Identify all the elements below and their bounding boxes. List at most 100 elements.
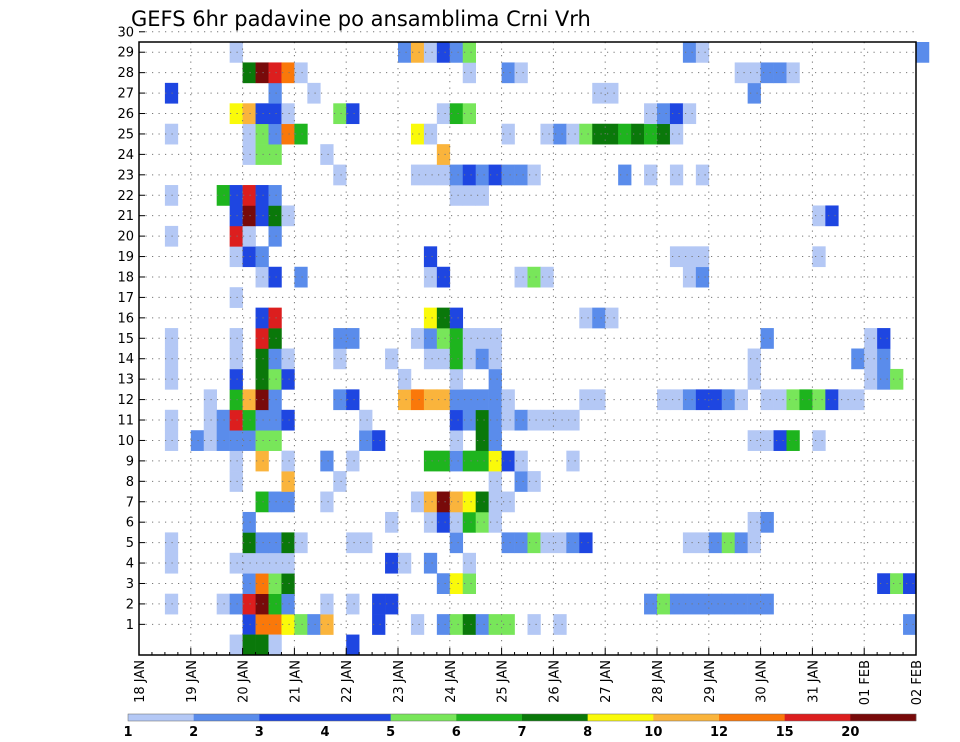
legend-swatch: [784, 714, 851, 721]
heatmap-cell: [540, 532, 554, 554]
heatmap-cell: [734, 389, 748, 411]
heatmap-cell: [268, 593, 282, 615]
heatmap-cell: [436, 348, 451, 370]
heatmap-cell: [436, 144, 451, 165]
y-tick-label: 30: [117, 25, 134, 40]
heatmap-cell: [229, 287, 243, 308]
heatmap-cell: [449, 103, 464, 125]
x-axis: 18 JAN 19 JAN 20 JAN 21 JAN 22 JAN 23 JAN 24 J…: [133, 648, 925, 705]
x-tick-label: 20 JAN: [237, 660, 252, 703]
heatmap-cell: [449, 573, 464, 594]
heatmap-cell: [669, 389, 684, 411]
heatmap-cell: [268, 82, 282, 104]
heatmap-cell: [462, 348, 476, 370]
x-tick-label: 31 JAN: [806, 660, 821, 703]
heatmap-cell: [864, 348, 878, 370]
heatmap-cell: [579, 532, 593, 554]
heatmap-cell: [462, 491, 476, 513]
heatmap-cell: [423, 389, 438, 411]
heatmap-cell: [695, 42, 710, 63]
heatmap-cell: [488, 389, 502, 411]
heatmap-cell: [229, 634, 243, 656]
heatmap-cell: [281, 450, 295, 472]
heatmap-cell: [747, 82, 761, 104]
heatmap-cell: [514, 266, 528, 288]
heatmap-cell: [682, 389, 697, 411]
heatmap-cell: [268, 430, 282, 451]
heatmap-cell: [877, 328, 891, 349]
heatmap-cell: [501, 389, 515, 411]
heatmap-cell: [760, 62, 774, 84]
legend-swatch: [587, 714, 654, 721]
legend-swatch: [456, 714, 523, 721]
heatmap-cell: [462, 552, 476, 574]
heatmap-cell: [436, 164, 451, 186]
heatmap-cell: [333, 103, 347, 125]
heatmap-cell: [747, 511, 761, 533]
heatmap-cell: [475, 389, 489, 411]
heatmap-cell: [268, 205, 282, 227]
heatmap-cell: [242, 552, 256, 574]
heatmap-cell: [320, 614, 334, 635]
heatmap-cell: [618, 164, 632, 186]
heatmap-cell: [644, 593, 658, 615]
heatmap-cell: [540, 266, 554, 288]
heatmap-cell: [203, 409, 217, 431]
heatmap-cell: [268, 491, 282, 513]
heatmap-cell: [255, 348, 269, 370]
heatmap-cell: [812, 205, 826, 227]
heatmap-cell: [695, 593, 710, 615]
legend-label: 8: [583, 725, 592, 740]
heatmap-cell: [359, 430, 373, 451]
heatmap-cell: [268, 307, 282, 329]
heatmap-cell: [669, 164, 684, 186]
heatmap-cell: [346, 389, 360, 411]
heatmap-cell: [786, 430, 800, 451]
heatmap-cell: [864, 328, 878, 349]
heatmap-cell: [320, 144, 334, 165]
heatmap-cell: [488, 328, 502, 349]
heatmap-cell: [255, 409, 269, 431]
heatmap-cell: [229, 103, 243, 125]
heatmap-cell: [786, 62, 800, 84]
heatmap-cell: [255, 368, 269, 390]
heatmap-cell: [436, 614, 451, 635]
heatmap-cell: [436, 389, 451, 411]
heatmap-cell: [229, 246, 243, 268]
heatmap-cell: [462, 614, 476, 635]
heatmap-cell: [346, 634, 360, 656]
heatmap-cell: [281, 471, 295, 492]
y-tick-label: 21: [117, 209, 134, 224]
heatmap-cell: [501, 450, 515, 472]
heatmap-cell: [242, 205, 256, 227]
heatmap-cell: [294, 532, 308, 554]
heatmap-cell: [903, 573, 917, 594]
heatmap-cell: [229, 389, 243, 411]
heatmap-cell: [527, 164, 541, 186]
heatmap-cell: [475, 511, 489, 533]
heatmap-cell: [449, 614, 464, 635]
heatmap-cell: [449, 348, 464, 370]
y-tick-label: 5: [126, 536, 134, 551]
heatmap-cell: [229, 328, 243, 349]
heatmap-cell: [346, 328, 360, 349]
heatmap-cell: [890, 573, 904, 594]
x-tick-label: 25 JAN: [496, 660, 511, 703]
heatmap-cell: [475, 614, 489, 635]
heatmap-cell: [398, 368, 412, 390]
heatmap-cell: [449, 185, 464, 206]
heatmap-cell: [760, 593, 774, 615]
heatmap-cell: [669, 593, 684, 615]
x-tick-label: 27 JAN: [599, 660, 614, 703]
heatmap-cell: [514, 62, 528, 84]
heatmap-cell: [501, 614, 515, 635]
heatmap-cell: [423, 123, 438, 145]
heatmap-cell: [449, 389, 464, 411]
heatmap-cell: [644, 123, 658, 145]
heatmap-cell: [449, 328, 464, 349]
heatmap-cell: [475, 491, 489, 513]
heatmap-cell: [255, 185, 269, 206]
heatmap-cell: [553, 123, 567, 145]
heatmap-cell: [579, 123, 593, 145]
heatmap-cell: [760, 389, 774, 411]
